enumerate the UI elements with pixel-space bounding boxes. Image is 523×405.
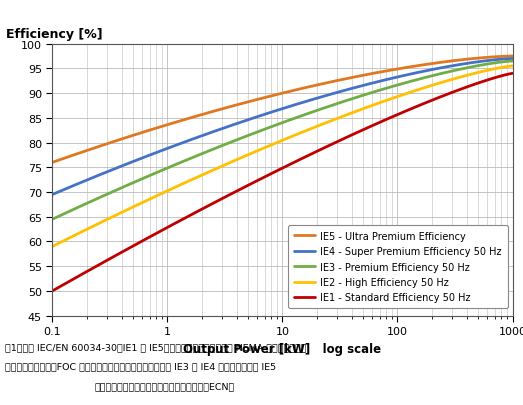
IE2 - High Efficiency 50 Hz [496, 66, 502, 71]
IE5 - Ultra Premium Efficiency [496, 55, 502, 60]
IE2 - High Efficiency 50 Hz [73, 233, 79, 238]
X-axis label: Output Power [kW]   log scale: Output Power [kW] log scale [184, 342, 381, 355]
Text: 图1：根据 IEC/EN 60034-30（IE1 至 IE5）的电机效率等级和相应的 NEMA 等级（标准效率: 图1：根据 IEC/EN 60034-30（IE1 至 IE5）的电机效率等级和… [5, 342, 306, 351]
IE1 - Standard Efficiency 50 Hz [496, 75, 502, 80]
IE5 - Ultra Premium Efficiency [273, 93, 279, 98]
IE4 - Super Premium Efficiency 50 Hz [509, 57, 516, 62]
Text: 至超高效率）。采用FOC 和电子驱动的交流感应电机可以满足 IE3 和 IE4 级要求。要满足 IE5: 至超高效率）。采用FOC 和电子驱动的交流感应电机可以满足 IE3 和 IE4 … [5, 362, 276, 371]
IE1 - Standard Efficiency 50 Hz [412, 106, 418, 111]
IE4 - Super Premium Efficiency 50 Hz [412, 72, 418, 77]
IE1 - Standard Efficiency 50 Hz [49, 289, 55, 294]
IE5 - Ultra Premium Efficiency [73, 152, 79, 157]
IE2 - High Efficiency 50 Hz [509, 64, 516, 69]
IE2 - High Efficiency 50 Hz [273, 141, 279, 146]
Line: IE5 - Ultra Premium Efficiency: IE5 - Ultra Premium Efficiency [52, 57, 513, 163]
IE2 - High Efficiency 50 Hz [261, 146, 267, 151]
Legend: IE5 - Ultra Premium Efficiency, IE4 - Super Premium Efficiency 50 Hz, IE3 - Prem: IE5 - Ultra Premium Efficiency, IE4 - Su… [288, 226, 508, 308]
IE1 - Standard Efficiency 50 Hz [509, 72, 516, 77]
Line: IE1 - Standard Efficiency 50 Hz: IE1 - Standard Efficiency 50 Hz [52, 74, 513, 291]
IE3 - Premium Efficiency 50 Hz [49, 217, 55, 222]
IE4 - Super Premium Efficiency 50 Hz [496, 58, 502, 63]
IE1 - Standard Efficiency 50 Hz [73, 275, 79, 280]
IE5 - Ultra Premium Efficiency [509, 54, 516, 59]
IE3 - Premium Efficiency 50 Hz [412, 79, 418, 83]
IE4 - Super Premium Efficiency 50 Hz [273, 109, 279, 114]
IE3 - Premium Efficiency 50 Hz [509, 60, 516, 64]
IE1 - Standard Efficiency 50 Hz [261, 175, 267, 180]
IE3 - Premium Efficiency 50 Hz [273, 123, 279, 128]
IE1 - Standard Efficiency 50 Hz [496, 75, 502, 80]
Text: 级效率水平需要使用永磁电机。（图片来源：ECN）: 级效率水平需要使用永磁电机。（图片来源：ECN） [94, 381, 234, 390]
IE2 - High Efficiency 50 Hz [49, 244, 55, 249]
Line: IE4 - Super Premium Efficiency 50 Hz: IE4 - Super Premium Efficiency 50 Hz [52, 60, 513, 195]
IE5 - Ultra Premium Efficiency [496, 55, 502, 60]
IE3 - Premium Efficiency 50 Hz [496, 61, 502, 66]
IE5 - Ultra Premium Efficiency [261, 96, 267, 101]
IE3 - Premium Efficiency 50 Hz [73, 207, 79, 211]
IE4 - Super Premium Efficiency 50 Hz [496, 58, 502, 63]
IE3 - Premium Efficiency 50 Hz [496, 61, 502, 66]
IE3 - Premium Efficiency 50 Hz [261, 128, 267, 132]
IE4 - Super Premium Efficiency 50 Hz [49, 193, 55, 198]
IE4 - Super Premium Efficiency 50 Hz [261, 113, 267, 118]
IE5 - Ultra Premium Efficiency [49, 160, 55, 165]
IE2 - High Efficiency 50 Hz [412, 89, 418, 94]
Line: IE3 - Premium Efficiency 50 Hz: IE3 - Premium Efficiency 50 Hz [52, 62, 513, 220]
IE5 - Ultra Premium Efficiency [412, 64, 418, 69]
Line: IE2 - High Efficiency 50 Hz: IE2 - High Efficiency 50 Hz [52, 67, 513, 247]
IE1 - Standard Efficiency 50 Hz [273, 169, 279, 174]
IE4 - Super Premium Efficiency 50 Hz [73, 183, 79, 188]
Text: Efficiency [%]: Efficiency [%] [6, 28, 103, 41]
IE2 - High Efficiency 50 Hz [496, 66, 502, 71]
